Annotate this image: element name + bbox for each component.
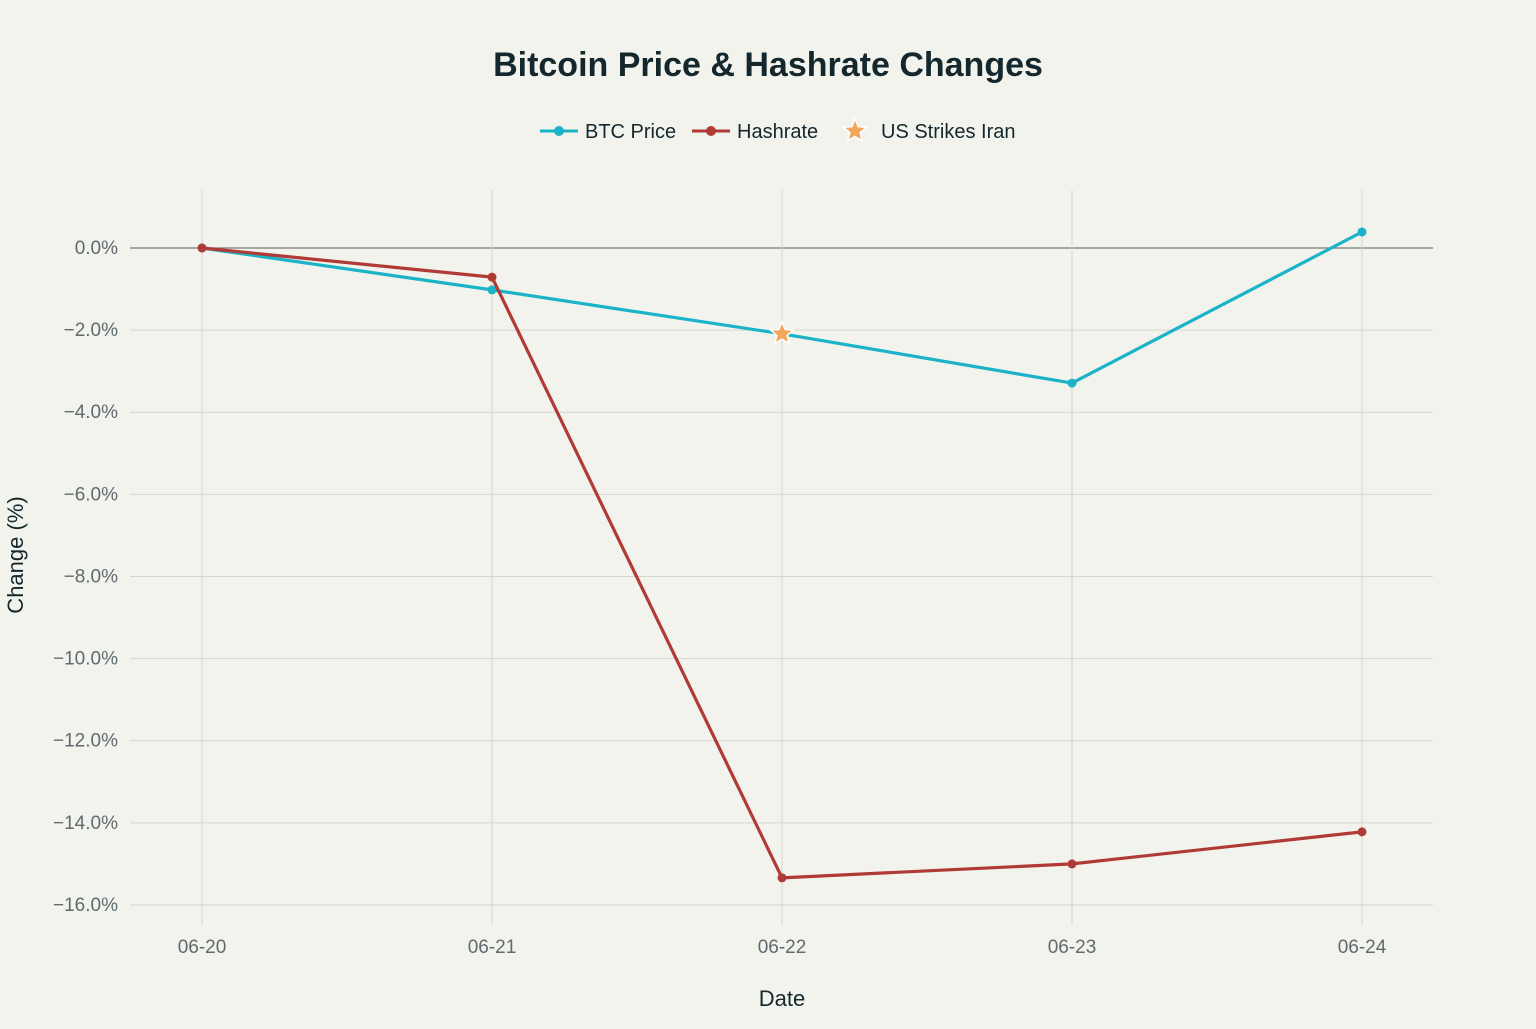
- data-point-hashrate[interactable]: [1067, 859, 1077, 869]
- star-icon: [841, 117, 869, 143]
- y-tick-label: −12.0%: [53, 731, 118, 752]
- x-tick-label: 06-24: [1338, 937, 1387, 958]
- data-point-hashrate[interactable]: [1357, 827, 1367, 837]
- x-axis-label: Date: [759, 986, 805, 1011]
- data-point-btc-price[interactable]: [1067, 378, 1077, 388]
- data-point-btc-price[interactable]: [487, 285, 497, 295]
- x-tick-label: 06-22: [758, 937, 807, 958]
- legend-label: BTC Price: [585, 121, 676, 143]
- y-tick-label: −8.0%: [64, 566, 119, 587]
- y-tick-label: −10.0%: [53, 649, 118, 670]
- data-point-hashrate[interactable]: [487, 272, 497, 282]
- legend-label: Hashrate: [737, 121, 818, 143]
- series-layer: [197, 227, 1367, 883]
- y-tick-label: −2.0%: [64, 320, 119, 341]
- chart-title: Bitcoin Price & Hashrate Changes: [493, 46, 1043, 84]
- x-axis-ticks: 06-20 06-21 06-22 06-23 06-24: [178, 937, 1387, 958]
- x-tick-label: 06-21: [468, 937, 517, 958]
- legend-item-hashrate[interactable]: Hashrate: [692, 121, 818, 143]
- y-axis-ticks: 0.0% −2.0% −4.0% −6.0% −8.0% −10.0% −12.0% −14.…: [53, 238, 118, 916]
- y-tick-label: −4.0%: [64, 402, 119, 423]
- x-tick-label: 06-23: [1048, 937, 1097, 958]
- grid: [130, 190, 1433, 925]
- data-point-hashrate[interactable]: [777, 873, 787, 883]
- y-axis-label: Change (%): [3, 496, 28, 613]
- series-hashrate: [197, 243, 1367, 883]
- x-tick-label: 06-20: [178, 937, 227, 958]
- legend: BTC Price Hashrate US Strikes Iran: [540, 117, 1016, 143]
- y-tick-label: −14.0%: [53, 813, 118, 834]
- y-tick-label: −16.0%: [53, 895, 118, 916]
- data-point-hashrate[interactable]: [197, 243, 207, 253]
- data-point-btc-price[interactable]: [1357, 227, 1367, 237]
- legend-label: US Strikes Iran: [881, 121, 1015, 143]
- legend-item-btc-price[interactable]: BTC Price: [540, 121, 676, 143]
- y-tick-label: −6.0%: [64, 484, 119, 505]
- annotation-star-icon[interactable]: [768, 319, 796, 346]
- y-tick-label: 0.0%: [75, 238, 118, 259]
- legend-item-us-strikes-iran[interactable]: US Strikes Iran: [841, 117, 1016, 143]
